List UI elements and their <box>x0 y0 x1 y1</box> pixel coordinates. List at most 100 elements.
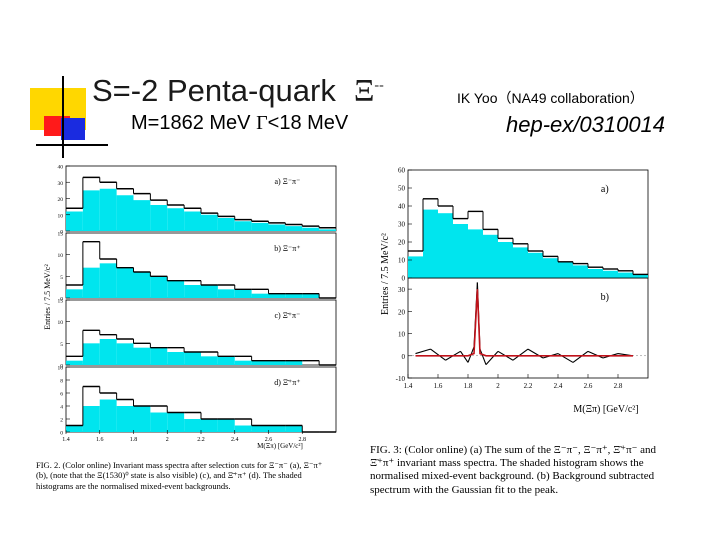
background-bar <box>150 347 168 365</box>
background-bar <box>251 360 269 365</box>
background-bar <box>82 267 100 298</box>
fig2-panel-d-label: d) Ξ̄⁺π⁺ <box>274 378 300 387</box>
fig3-panel-b-label: b) <box>601 292 609 303</box>
background-bar <box>268 224 286 231</box>
background-bar <box>116 267 134 298</box>
y-tick-label: 10 <box>58 366 64 372</box>
background-bar <box>167 208 185 231</box>
background-bar <box>201 214 218 231</box>
x-tick-label: 2.8 <box>299 437 307 443</box>
x-tick-label: 2.2 <box>524 382 533 390</box>
gaussian-fit-line <box>415 289 633 357</box>
background-bar <box>302 227 320 231</box>
subtracted-data-segment <box>479 348 487 365</box>
subtracted-data-segment <box>572 350 589 363</box>
subtitle-mass: M=1862 MeV <box>131 112 251 134</box>
background-bar <box>116 343 134 365</box>
background-bar <box>453 224 468 278</box>
y-tick-label: 0 <box>402 275 406 283</box>
y-tick-label: 0 <box>60 364 63 370</box>
background-bar <box>66 360 83 365</box>
background-bar <box>167 352 185 365</box>
background-bar <box>150 205 168 231</box>
background-bar <box>498 242 513 278</box>
background-bar <box>251 293 269 298</box>
y-tick-label: 6 <box>60 392 63 398</box>
deco-vertical-line <box>62 76 64 158</box>
background-bar <box>319 229 336 231</box>
fig3-caption: FIG. 3: (Color online) (a) The sum of th… <box>370 444 657 496</box>
xi-symbol: Ξ-- <box>354 72 384 108</box>
background-bar <box>184 211 201 231</box>
background-bar <box>408 256 423 278</box>
background-bar <box>184 285 201 298</box>
y-tick-label: 10 <box>58 253 64 259</box>
x-tick-label: 2.8 <box>614 382 623 390</box>
background-bar <box>528 252 543 278</box>
y-tick-label: 0 <box>60 431 63 437</box>
background-bar <box>618 272 633 278</box>
y-tick-label: 40 <box>58 165 64 171</box>
y-tick-label: 60 <box>398 167 406 175</box>
x-tick-label: 1.8 <box>130 437 138 443</box>
x-tick-label: 2.2 <box>197 437 205 443</box>
background-bar <box>217 419 235 432</box>
y-tick-label: 10 <box>58 320 64 326</box>
fig2-xlabel: M(Ξπ) [GeV/c²] <box>257 442 303 450</box>
subtracted-data-segment <box>485 350 499 366</box>
fig2-panel-b-label: b) Ξ⁻π⁺ <box>274 244 300 253</box>
fig2-panel-a-label: a) Ξ⁻π⁻ <box>274 177 300 186</box>
background-bar <box>116 406 134 432</box>
y-tick-label: 20 <box>398 239 406 247</box>
y-tick-label: 30 <box>398 286 406 294</box>
x-tick-label: 1.4 <box>62 437 70 443</box>
y-tick-label: 10 <box>398 257 406 265</box>
y-tick-label: 15 <box>58 299 64 305</box>
background-bar <box>251 222 269 231</box>
x-tick-label: 1.4 <box>404 382 413 390</box>
y-tick-label: 20 <box>398 308 406 316</box>
subtracted-data-segment <box>527 348 544 359</box>
y-tick-label: 30 <box>58 181 64 187</box>
x-tick-label: 1.8 <box>464 382 473 390</box>
y-tick-label: 8 <box>60 379 63 385</box>
background-bar <box>201 356 218 365</box>
fig3-xticks: 1.4 1.6 1.8 2 2.2 2.4 2.6 2.8 <box>404 374 623 390</box>
x-tick-label: 2 <box>496 382 500 390</box>
y-tick-label: 10 <box>398 331 406 339</box>
background-bar <box>423 209 438 278</box>
background-bar <box>285 425 303 432</box>
background-bar <box>285 360 303 365</box>
background-bar <box>150 276 168 298</box>
subtracted-data-segment <box>460 351 469 363</box>
background-bar <box>234 221 252 231</box>
fig2-xticks: 1.4 1.6 1.8 2 2.2 2.4 2.6 2.8 <box>62 430 306 443</box>
y-tick-label: 30 <box>398 221 406 229</box>
background-bar <box>82 343 100 365</box>
background-bar <box>184 352 201 365</box>
background-bar <box>133 406 151 432</box>
background-bar <box>99 263 117 298</box>
y-tick-label: 0 <box>60 230 63 236</box>
background-bar <box>603 270 618 278</box>
background-bar <box>633 274 648 278</box>
title-charge: -- <box>374 78 384 93</box>
x-tick-label: 2.4 <box>231 437 239 443</box>
subtitle-width: <18 MeV <box>267 112 349 134</box>
subtracted-data-segment <box>557 353 574 363</box>
y-tick-label: 20 <box>58 197 64 203</box>
gamma-symbol: Γ <box>256 112 268 134</box>
y-tick-label: 2 <box>60 418 63 424</box>
x-tick-label: 2 <box>166 437 169 443</box>
background-bar <box>82 190 100 231</box>
slide-subtitle: M=1862 MeV Γ<18 MeV <box>131 112 348 135</box>
background-bar <box>468 229 483 278</box>
background-bar <box>251 425 269 432</box>
background-bar <box>268 360 286 365</box>
background-bar <box>66 211 83 231</box>
title-symbol: Ξ <box>353 72 375 108</box>
y-tick-label: 40 <box>398 203 406 211</box>
x-tick-label: 2.6 <box>584 382 593 390</box>
